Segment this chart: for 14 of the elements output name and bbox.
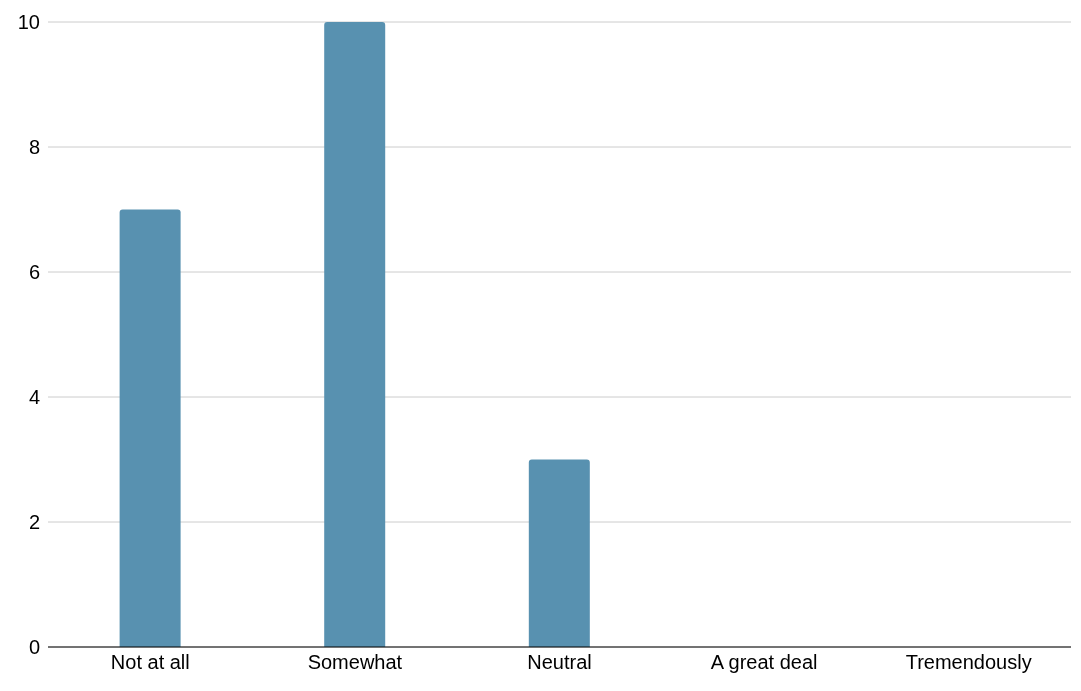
y-tick-label: 6 bbox=[28, 261, 40, 284]
bar bbox=[119, 209, 181, 647]
x-tick-label: Somewhat bbox=[307, 651, 403, 674]
bar bbox=[528, 459, 590, 647]
y-tick-label: 4 bbox=[28, 386, 40, 409]
y-tick-label: 10 bbox=[17, 11, 40, 34]
bar bbox=[324, 22, 386, 647]
x-tick-label: Neutral bbox=[527, 651, 592, 674]
x-tick-label: Not at all bbox=[110, 651, 190, 674]
x-tick-label: A great deal bbox=[710, 651, 818, 674]
y-tick-label: 0 bbox=[28, 636, 40, 659]
y-tick-label: 2 bbox=[28, 511, 40, 534]
y-tick-label: 8 bbox=[28, 136, 40, 159]
x-tick-label: Tremendously bbox=[905, 651, 1032, 674]
